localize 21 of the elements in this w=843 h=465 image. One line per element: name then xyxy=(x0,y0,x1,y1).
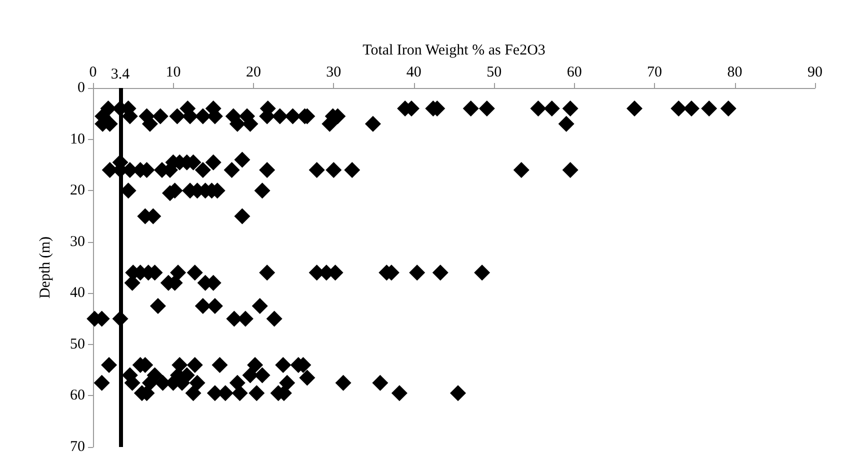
x-tick-label: 50 xyxy=(486,64,502,80)
x-tick-label: 20 xyxy=(246,64,261,80)
x-tick-label: 0 xyxy=(89,64,97,80)
y-tick-label: 20 xyxy=(70,182,85,199)
x-tick-label: 90 xyxy=(808,64,822,80)
y-tick-label: 10 xyxy=(70,131,85,148)
ref-line-label: 3.4 xyxy=(110,66,130,82)
y-tick-label: 60 xyxy=(70,388,85,404)
x-tick-label: 40 xyxy=(406,64,422,80)
y-tick-label: 70 xyxy=(70,439,85,455)
x-tick-label: 70 xyxy=(647,64,662,80)
x-tick-label: 10 xyxy=(166,64,181,80)
x-axis-title: Total Iron Weight % as Fe2O3 xyxy=(362,42,546,58)
y-tick-label: 30 xyxy=(70,234,85,250)
y-axis-title: Depth (m) xyxy=(38,236,54,299)
y-tick-label: 40 xyxy=(70,285,85,302)
x-tick-label: 60 xyxy=(566,64,582,80)
x-tick-label: 80 xyxy=(727,64,742,80)
y-tick-label: 0 xyxy=(78,80,85,96)
x-tick-label: 30 xyxy=(326,64,342,80)
y-tick-label: 50 xyxy=(70,336,85,352)
